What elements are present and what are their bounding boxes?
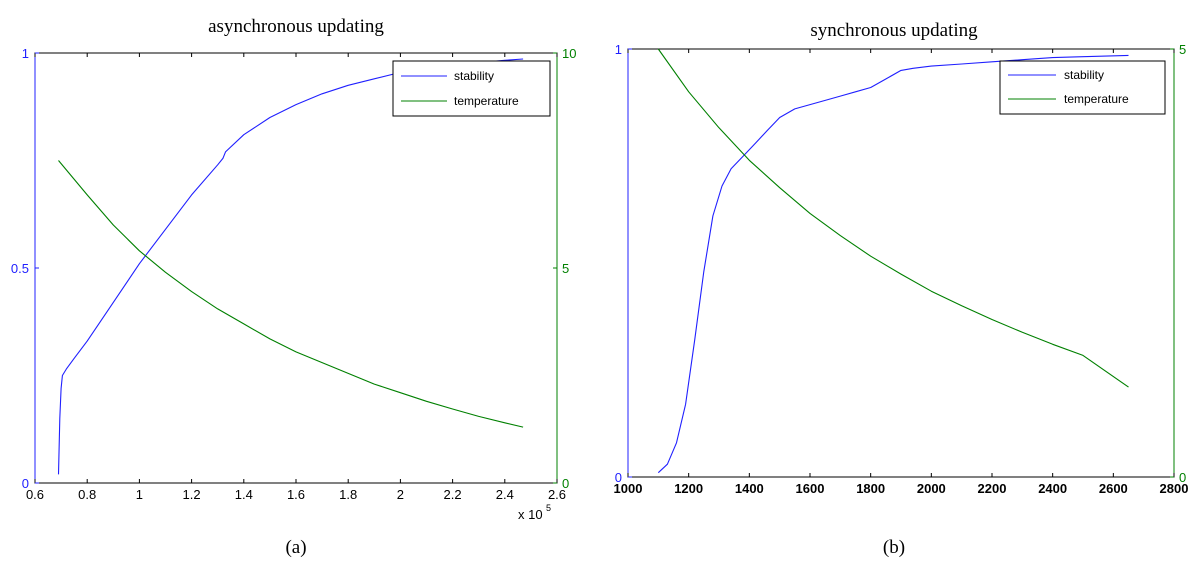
chart-a-legend-box	[392, 60, 551, 117]
x-tick-label: 2.2	[444, 487, 462, 502]
x-tick-label: 2800	[1160, 481, 1189, 496]
x-tick-label: 1	[136, 487, 143, 502]
chart-b-legend: stability temperature	[999, 60, 1166, 115]
left-tick-label: 1	[615, 42, 622, 57]
chart-b-legend-box	[999, 60, 1166, 115]
series-line-temperature	[58, 160, 524, 428]
chart-b-caption: (b)	[883, 537, 905, 558]
chart-a-legend-label-stability: stability	[454, 69, 494, 83]
chart-a-multiplier-base: x 10	[518, 507, 543, 522]
left-tick-label: 0	[22, 476, 29, 491]
chart-b-series	[657, 48, 1129, 474]
left-tick-label: 0	[615, 470, 622, 485]
chart-a-right-ticks: 0 5 10	[553, 46, 576, 491]
x-tick-label: 2000	[917, 481, 946, 496]
chart-a-left-ticks: 00.51	[11, 46, 39, 491]
x-tick-label: 2	[397, 487, 404, 502]
x-tick-label: 0.8	[78, 487, 96, 502]
x-tick-label: 1.2	[183, 487, 201, 502]
chart-a-legend-label-temperature: temperature	[454, 94, 519, 108]
chart-b-plot-area	[627, 48, 1175, 478]
chart-a-legend: stability temperature	[392, 60, 551, 117]
left-tick-label: 1	[22, 46, 29, 61]
x-tick-label: 1.6	[287, 487, 305, 502]
chart-a: asynchronous updating 0.6 0.8 1 1.2 1.4 1.6 1.…	[11, 16, 577, 558]
left-tick-label: 0.5	[11, 261, 29, 276]
x-tick-label: 1800	[856, 481, 885, 496]
x-tick-label: 2400	[1038, 481, 1067, 496]
x-tick-label: 1.4	[235, 487, 253, 502]
series-line-temperature	[657, 48, 1129, 388]
x-tick-label: 1400	[735, 481, 764, 496]
right-tick-label: 5	[1179, 42, 1186, 57]
right-tick-label: 5	[562, 261, 569, 276]
chart-b-legend-label-stability: stability	[1064, 68, 1104, 82]
chart-b-x-ticks: 1000 1200 1400 1600 1800 2000 2200 2400 2600 2800	[614, 49, 1189, 496]
chart-a-x-multiplier: x 10 5	[518, 503, 551, 522]
series-line-stability	[657, 54, 1129, 474]
chart-a-title: asynchronous updating	[208, 16, 384, 37]
x-tick-label: 1.8	[339, 487, 357, 502]
right-tick-label: 10	[562, 46, 576, 61]
chart-b-title: synchronous updating	[810, 20, 978, 41]
chart-a-multiplier-exponent: 5	[546, 503, 551, 513]
chart-b-left-ticks: 01	[615, 42, 632, 485]
x-tick-label: 2.6	[548, 487, 566, 502]
x-tick-label: 2.4	[496, 487, 514, 502]
x-tick-label: 2600	[1099, 481, 1128, 496]
chart-a-x-ticks: 0.6 0.8 1 1.2 1.4 1.6 1.8 2 2.2 2.4 2.6	[26, 53, 566, 502]
chart-b-right-ticks: 05	[1170, 42, 1186, 485]
chart-a-plot-area	[34, 52, 558, 484]
chart-b: synchronous updating 1000 1200 1400 1600 180…	[614, 20, 1189, 558]
chart-b-legend-label-temperature: temperature	[1064, 92, 1129, 106]
chart-a-caption: (a)	[285, 537, 306, 558]
x-tick-label: 2200	[978, 481, 1007, 496]
x-tick-label: 0.6	[26, 487, 44, 502]
x-tick-label: 1000	[614, 481, 643, 496]
x-tick-label: 1600	[796, 481, 825, 496]
right-tick-label: 0	[562, 476, 569, 491]
x-tick-label: 1200	[674, 481, 703, 496]
right-tick-label: 0	[1179, 470, 1186, 485]
